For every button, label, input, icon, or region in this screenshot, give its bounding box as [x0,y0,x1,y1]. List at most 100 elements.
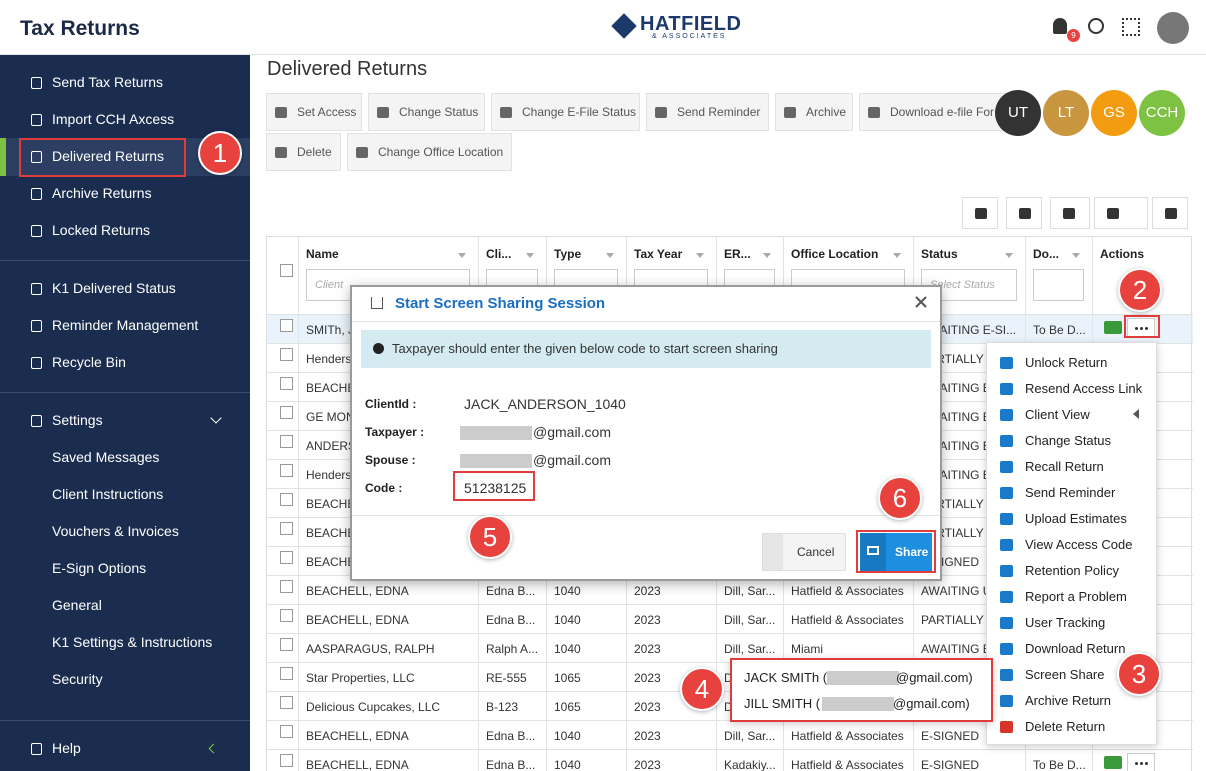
filter-input[interactable] [1033,269,1084,301]
row-checkbox[interactable] [280,725,293,738]
menu-item[interactable]: Send Reminder [1025,485,1116,500]
row-checkbox[interactable] [280,319,293,332]
menu-item[interactable]: Upload Estimates [1025,511,1127,526]
client-card-icon[interactable] [1104,756,1122,769]
row-checkbox[interactable] [280,435,293,448]
nav-item[interactable]: Recycle Bin [52,354,126,370]
menu-icon [1000,617,1013,629]
menu-item[interactable]: User Tracking [1025,615,1106,630]
avatar[interactable]: LT [1043,90,1089,136]
menu-item[interactable]: Download Return [1025,641,1126,656]
toolbar-button[interactable]: Archive [775,93,853,131]
row-checkbox[interactable] [280,580,293,593]
nav-item[interactable]: K1 Delivered Status [52,280,176,296]
nav-item[interactable]: Reminder Management [52,317,199,333]
nav-item[interactable]: E-Sign Options [52,560,147,576]
cancel-button[interactable]: Cancel [762,533,846,571]
collapse-icon[interactable] [208,743,219,754]
cell: PARTIALLY S [921,613,995,627]
toolbar-button[interactable]: Set Access [266,93,362,131]
toolbar-button[interactable]: Send Reminder [646,93,769,131]
apps-icon[interactable] [1122,18,1140,36]
header-checkbox[interactable] [280,264,293,277]
row-checkbox[interactable] [280,522,293,535]
nav-item[interactable]: General [52,597,102,613]
share-button[interactable]: Share [860,533,932,571]
toolbar-button[interactable]: Download e-file For [859,93,1009,131]
avatar[interactable]: UT [995,90,1041,136]
grid-tool-button[interactable] [1094,197,1148,229]
sort-arrows [606,253,614,258]
nav-item[interactable]: Settings [52,412,103,428]
row-checkbox[interactable] [280,696,293,709]
cell: Hatfield & Associates [791,758,904,771]
bell-icon[interactable] [1053,18,1067,34]
column-header[interactable]: ER... [724,247,751,261]
menu-item[interactable]: Delete Return [1025,719,1106,734]
nav-item[interactable]: Send Tax Returns [52,74,164,90]
tool-icon [1019,208,1031,219]
menu-item[interactable]: Report a Problem [1025,589,1127,604]
more-button[interactable] [1127,753,1155,771]
menu-item[interactable]: Recall Return [1025,459,1104,474]
more-button[interactable] [1127,318,1155,338]
client-card-icon[interactable] [1104,321,1122,334]
nav-item[interactable]: Vouchers & Invoices [52,523,179,539]
menu-item[interactable]: View Access Code [1025,537,1133,552]
grid-tool-button[interactable] [1152,197,1188,229]
grid-tool-button[interactable] [962,197,998,229]
share-icon-area [860,533,886,571]
row-checkbox[interactable] [280,754,293,767]
row-checkbox[interactable] [280,609,293,622]
menu-item[interactable]: Change Status [1025,433,1112,448]
row-checkbox[interactable] [280,638,293,651]
row-checkbox[interactable] [280,551,293,564]
row-checkbox[interactable] [280,406,293,419]
nav-item[interactable]: Saved Messages [52,449,160,465]
column-header[interactable]: Name [306,247,339,261]
nav-item[interactable]: Import CCH Axcess [52,111,175,127]
column-header[interactable]: Office Location [791,247,879,261]
toolbar-button[interactable]: Delete [266,133,341,171]
row-checkbox[interactable] [280,377,293,390]
row-checkbox[interactable] [280,348,293,361]
column-header[interactable]: Status [921,247,958,261]
grid-tool-button[interactable] [1006,197,1042,229]
toolbar-button[interactable]: Change Office Location [347,133,512,171]
nav-item[interactable]: Help [52,740,81,756]
nav-item[interactable]: Client Instructions [52,486,164,502]
nav-item[interactable]: K1 Settings & Instructions [52,634,213,650]
grid-tool-button[interactable] [1050,197,1090,229]
target-email[interactable]: @gmail.com) [896,670,973,685]
toolbar-button[interactable]: Change Status [368,93,485,131]
menu-item[interactable]: Screen Share [1025,667,1105,682]
row-checkbox[interactable] [280,464,293,477]
toolbar-button[interactable]: Change E-File Status [491,93,640,131]
user-avatar[interactable] [1157,12,1189,44]
nav-item[interactable]: Security [52,671,103,687]
row-checkbox[interactable] [280,667,293,680]
column-header[interactable]: Actions [1100,247,1145,261]
menu-item[interactable]: Archive Return [1025,693,1111,708]
target-email[interactable]: @gmail.com) [893,696,970,711]
close-button[interactable] [914,295,928,309]
column-header[interactable]: Tax Year [634,247,683,261]
column-header[interactable]: Cli... [486,247,512,261]
column-header[interactable]: Do... [1033,247,1059,261]
target-name[interactable]: JILL SMITH ( [744,696,821,711]
nav-item[interactable]: Archive Returns [52,185,152,201]
button-icon [655,107,667,118]
support-icon[interactable] [1088,18,1104,34]
menu-item[interactable]: Resend Access Link [1025,381,1143,396]
menu-item[interactable]: Unlock Return [1025,355,1108,370]
menu-item[interactable]: Client View [1025,407,1090,422]
avatar[interactable]: CCH [1139,90,1185,136]
nav-item[interactable]: Locked Returns [52,222,151,238]
menu-item[interactable]: Retention Policy [1025,563,1119,578]
avatar[interactable]: GS [1091,90,1137,136]
cancel-label: Cancel [797,545,835,559]
column-header[interactable]: Type [554,247,582,261]
target-name[interactable]: JACK SMITh ( [744,670,828,685]
nav-item[interactable]: Delivered Returns [52,148,165,164]
row-checkbox[interactable] [280,493,293,506]
